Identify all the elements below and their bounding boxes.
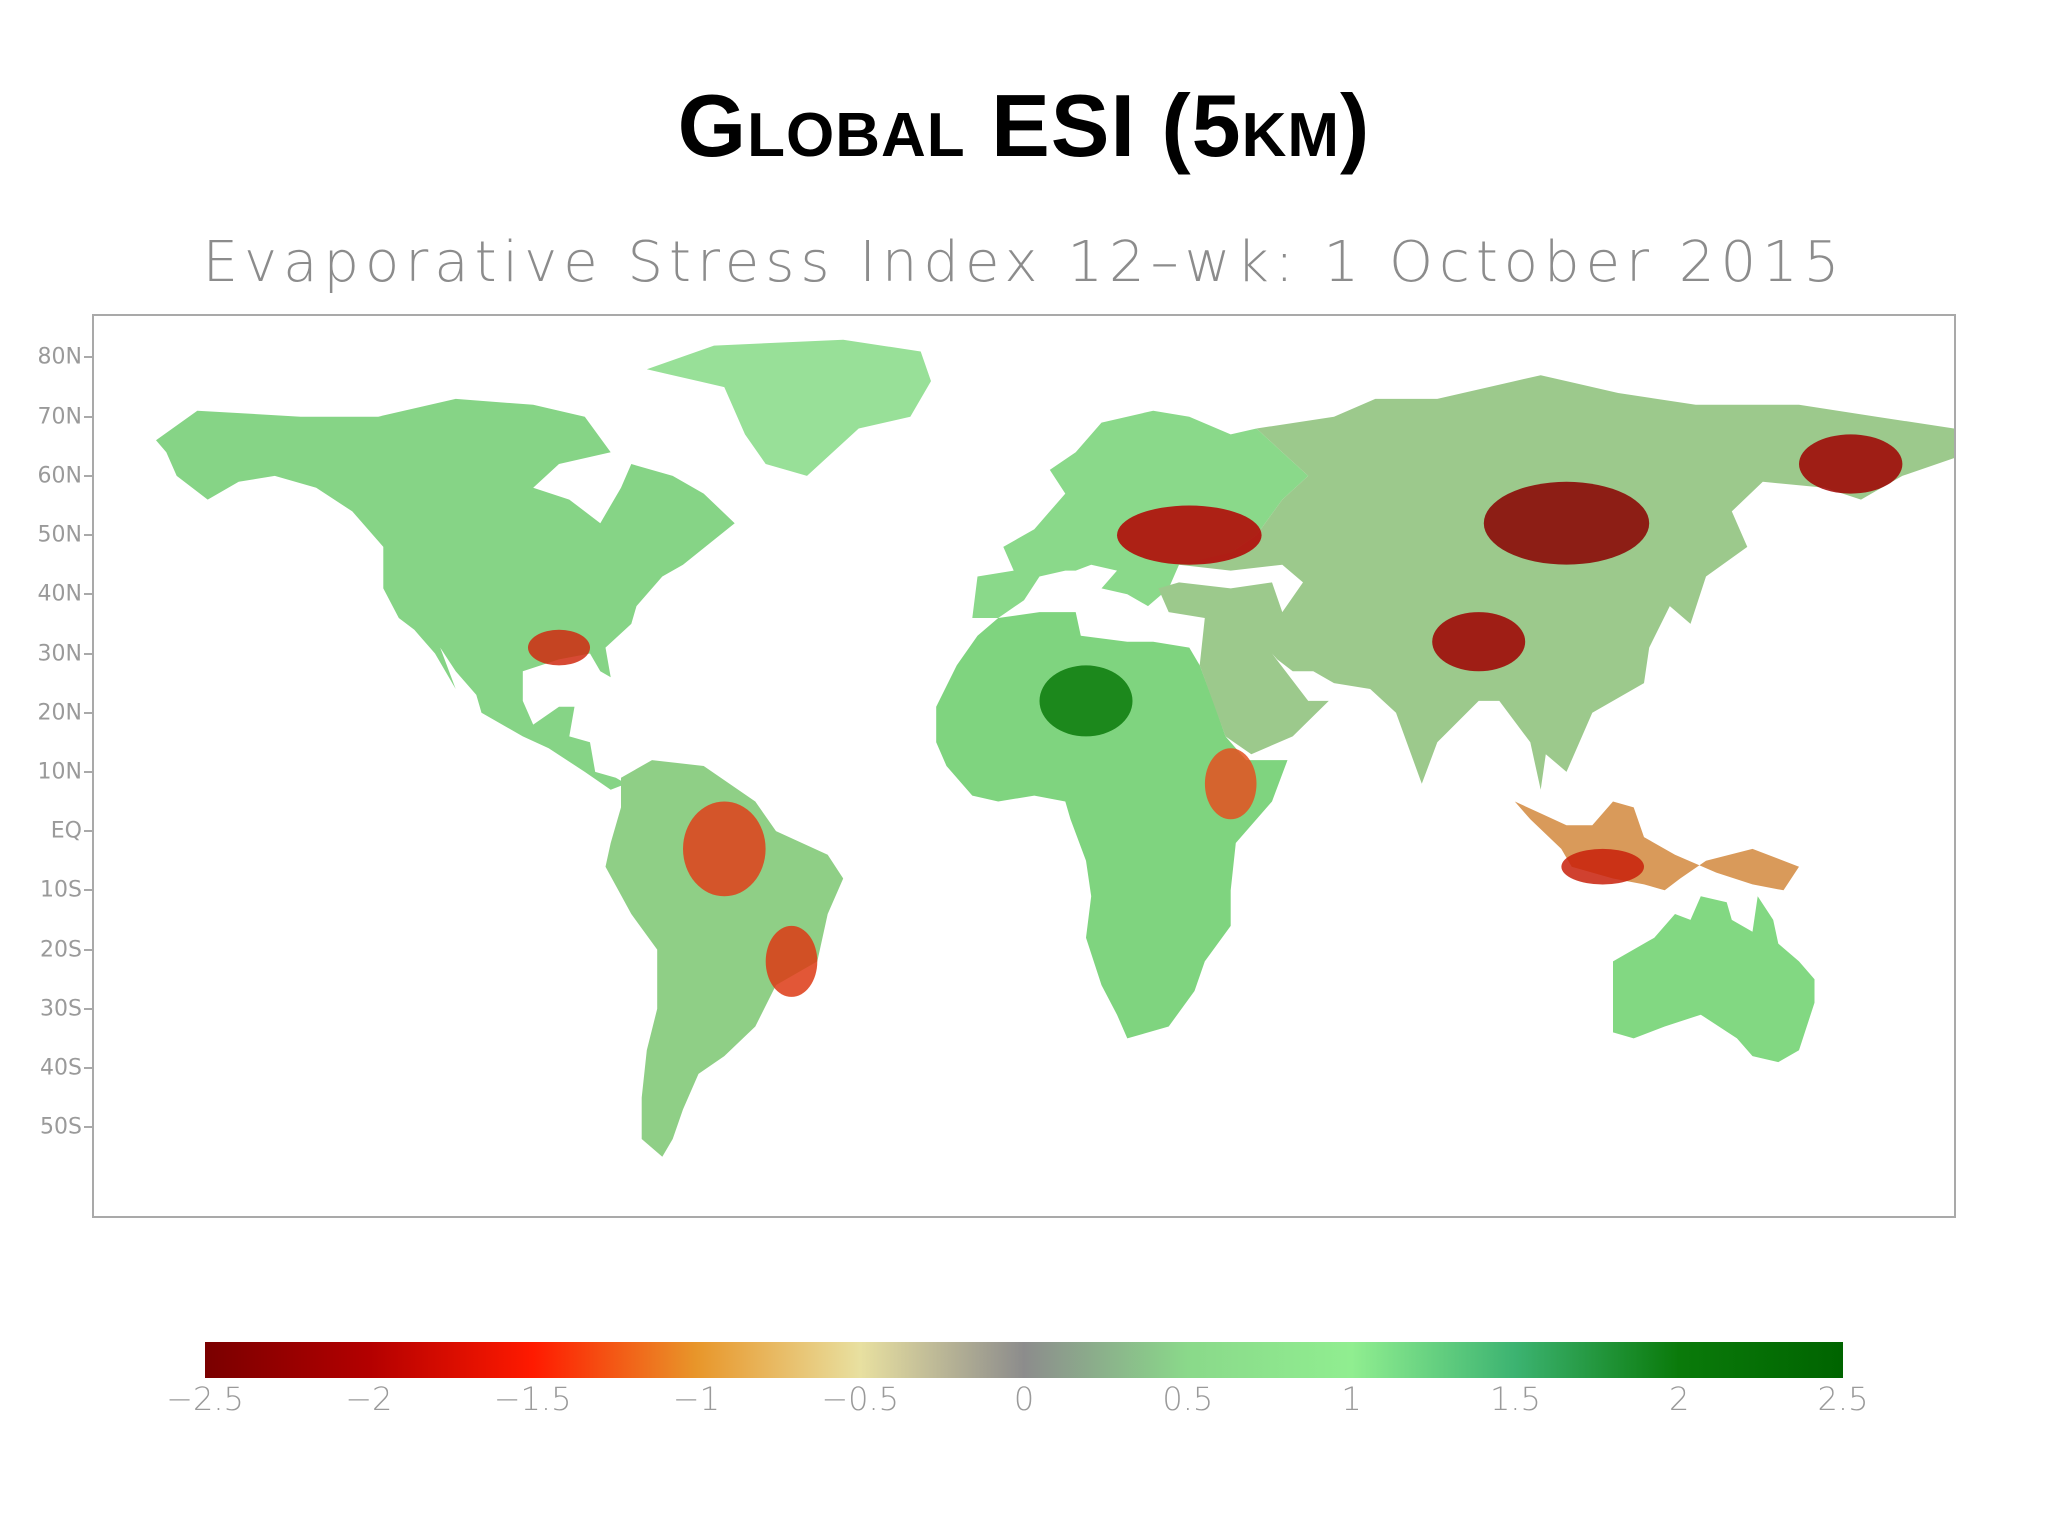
hotspot-horn-of-africa — [1204, 748, 1257, 820]
colorbar-tick-label: 2 — [1669, 1380, 1690, 1418]
land-layer — [156, 339, 1954, 1157]
region-southeast-asia — [1514, 801, 1799, 891]
hotspot-layer — [528, 434, 1903, 997]
colorbar-tick-label: 1 — [1341, 1380, 1362, 1418]
region-australia — [1613, 896, 1815, 1063]
lat-tick — [84, 830, 92, 833]
lat-tick — [84, 534, 92, 537]
lat-tick — [84, 1066, 92, 1069]
lat-label: 50S — [40, 1114, 82, 1140]
lat-tick — [84, 948, 92, 951]
lat-label: 50N — [37, 522, 82, 548]
colorbar-ramp — [205, 1342, 1843, 1378]
region-africa — [936, 612, 1288, 1039]
colorbar-tick-label: 0 — [1013, 1380, 1035, 1418]
lat-label: EQ — [50, 818, 82, 844]
lat-tick — [84, 356, 92, 359]
lat-tick — [84, 1007, 92, 1010]
lat-label: 60N — [37, 463, 82, 489]
world-map — [156, 339, 1954, 1157]
lat-tick — [84, 889, 92, 892]
lat-label: 40S — [40, 1055, 82, 1081]
colorbar — [205, 1342, 1843, 1378]
hotspot-sahel — [1039, 665, 1133, 737]
lat-label: 70N — [37, 404, 82, 430]
hotspot-gulf-coast — [528, 629, 590, 666]
lat-label: 20S — [40, 937, 82, 963]
lat-label: 10S — [40, 877, 82, 903]
lat-tick — [84, 770, 92, 773]
lat-label: 20N — [37, 700, 82, 726]
lat-tick — [84, 593, 92, 596]
colorbar-tick-label: 1.5 — [1489, 1380, 1541, 1418]
lat-tick — [84, 711, 92, 714]
colorbar-tick-label: 2.5 — [1817, 1380, 1869, 1418]
region-south-america — [605, 760, 844, 1157]
lat-label: 30N — [37, 641, 82, 666]
lat-label: 10N — [37, 759, 82, 785]
hotspot-far-east-russia — [1799, 434, 1903, 494]
lat-tick — [84, 474, 92, 477]
hotspot-indonesia — [1561, 848, 1644, 885]
region-greenland — [646, 339, 931, 476]
slide-title: Global ESI (5km) — [677, 76, 1371, 175]
colorbar-tick-label: −2.5 — [166, 1380, 244, 1418]
colorbar-tick-label: −0.5 — [821, 1380, 900, 1418]
lat-label: 80N — [37, 344, 82, 370]
lat-label: 30S — [40, 996, 82, 1022]
colorbar-tick-label: −2 — [345, 1380, 393, 1418]
lat-tick — [84, 415, 92, 418]
lat-label: 40N — [37, 581, 82, 607]
map-title: Evaporative Stress Index 12–wk: 1 Octobe… — [202, 230, 1846, 295]
colorbar-tick-label: −1.5 — [493, 1380, 572, 1418]
colorbar-tick-label: 0.5 — [1162, 1380, 1214, 1418]
lat-tick — [84, 1126, 92, 1129]
hotspot-tibetan-plateau — [1432, 612, 1526, 672]
hotspot-mongolia-southern-siberia — [1483, 481, 1650, 565]
hotspot-eastern-brazil — [765, 925, 818, 997]
hotspot-amazon-basin — [683, 801, 766, 897]
hotspot-eastern-europe-ukraine — [1117, 505, 1262, 565]
lat-tick — [84, 652, 92, 655]
region-asia — [1158, 375, 1954, 790]
map-frame — [92, 314, 1956, 1218]
region-north-america — [156, 398, 735, 790]
colorbar-tick-label: −1 — [672, 1380, 720, 1418]
